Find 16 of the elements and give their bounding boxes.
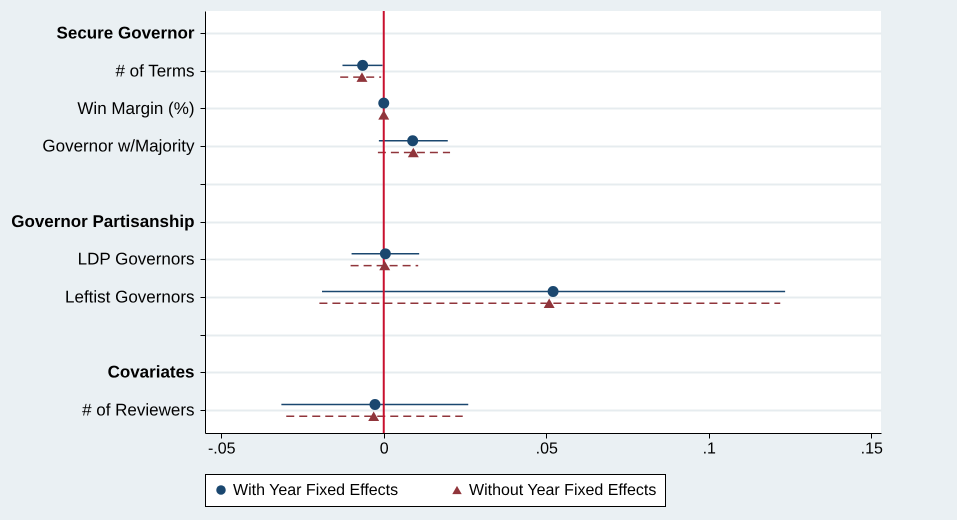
x-tick-label: .1 [702,440,716,458]
x-tick-label: .15 [860,440,883,458]
y-tick-label: Win Margin (%) [77,98,194,118]
y-tick-label: # of Reviewers [82,400,194,420]
y-tick-label: Governor w/Majority [42,136,195,156]
y-tick-label: Covariates [108,362,194,382]
y-tick-label: Governor Partisanship [11,212,194,231]
x-tick-label: -.05 [208,440,236,458]
legend-label: With Year Fixed Effects [233,482,398,499]
x-tick-label: .05 [536,440,558,458]
y-tick-label: # of Terms [115,61,194,80]
legend-label: Without Year Fixed Effects [469,482,656,499]
x-tick-label: 0 [380,440,389,458]
y-tick-label: LDP Governors [78,250,194,269]
y-tick-label: Secure Governor [56,24,195,43]
y-tick-label: Leftist Governors [65,287,194,306]
